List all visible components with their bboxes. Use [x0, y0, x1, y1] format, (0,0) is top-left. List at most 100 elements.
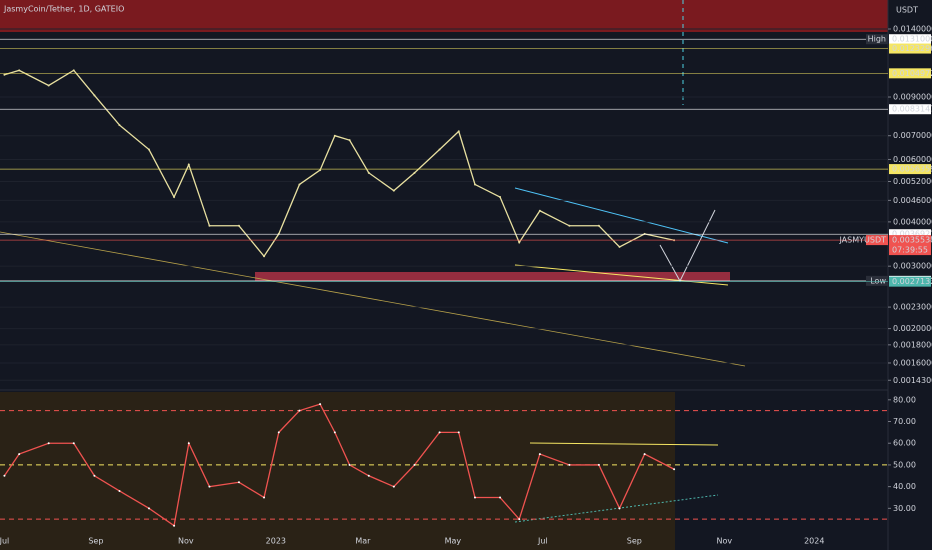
y-tick-label: 0.0030000 — [893, 262, 932, 271]
data-point — [208, 224, 211, 227]
data-point — [518, 241, 521, 244]
data-point — [568, 224, 571, 227]
price-label: 0.0131000 — [892, 35, 932, 44]
tag-label: JASMYUSDT — [838, 236, 886, 245]
data-point — [438, 148, 441, 151]
y-tick-label: 0.0023000 — [893, 303, 932, 312]
data-point — [499, 496, 502, 499]
y-tick-label: 0.0018000 — [893, 340, 932, 349]
y-tick-label: 0.0140000 — [893, 24, 932, 33]
price-label: 0.0036921 — [892, 230, 932, 239]
y-tick-label: 0.0090000 — [893, 93, 932, 102]
data-point — [597, 463, 600, 466]
data-point — [333, 134, 336, 137]
data-point — [457, 431, 460, 434]
data-point — [643, 453, 646, 456]
y-tick-label: 0.0052000 — [893, 177, 932, 186]
data-point — [147, 148, 150, 151]
data-point — [499, 196, 502, 199]
data-point — [237, 224, 240, 227]
y-tick-label: 0.0070000 — [893, 131, 932, 140]
y-tick-label: 0.0060000 — [893, 155, 932, 164]
tag-box — [866, 34, 888, 45]
x-tick-label: Mar — [355, 537, 371, 546]
data-point — [173, 196, 176, 199]
trend-line — [0, 231, 746, 367]
data-point — [348, 463, 351, 466]
data-point — [618, 507, 621, 510]
data-point — [518, 518, 521, 521]
y-tick-label: 0.0040000 — [893, 217, 932, 226]
x-tick-label: Nov — [716, 537, 732, 546]
data-point — [263, 496, 266, 499]
data-point — [392, 485, 395, 488]
data-point — [173, 524, 176, 527]
data-point — [568, 463, 571, 466]
data-point — [3, 73, 6, 76]
data-point — [319, 169, 322, 172]
x-tick-label: Jul — [537, 537, 548, 546]
data-point — [18, 69, 21, 72]
x-tick-label: Jul — [0, 537, 9, 546]
x-tick-label: Nov — [178, 537, 194, 546]
data-point — [72, 442, 75, 445]
countdown: 07:39:55 — [892, 246, 928, 255]
x-tick-label: 2023 — [266, 537, 286, 546]
data-point — [118, 489, 121, 492]
data-point — [457, 130, 460, 133]
data-point — [348, 139, 351, 142]
y-tick-label: 0.0020000 — [893, 324, 932, 333]
data-point — [47, 442, 50, 445]
data-point — [72, 69, 75, 72]
data-point — [93, 474, 96, 477]
data-point — [277, 431, 280, 434]
y-tick-label: 0.0016000 — [893, 358, 932, 367]
data-point — [3, 474, 6, 477]
price-label: 0.0035538 — [892, 236, 932, 245]
data-point — [473, 183, 476, 186]
price-box — [889, 43, 931, 54]
data-point — [263, 255, 266, 258]
data-point — [187, 163, 190, 166]
price-label: 0.0083147 — [892, 105, 932, 114]
price-box — [889, 164, 931, 175]
y-tick-label: 50.00 — [893, 460, 916, 469]
data-point — [538, 209, 541, 212]
x-tick-label: May — [445, 537, 462, 546]
y-tick-label: 0.0046000 — [893, 196, 932, 205]
tag-label: Low — [870, 276, 886, 285]
data-point — [538, 453, 541, 456]
x-tick-label: Sep — [88, 537, 103, 546]
currency: USDT — [896, 6, 918, 15]
data-point — [673, 468, 676, 471]
data-point — [392, 189, 395, 192]
data-point — [93, 94, 96, 97]
data-point — [618, 245, 621, 248]
rsi-trend-line — [529, 442, 719, 446]
support-zone — [255, 272, 730, 281]
price-label: 0.0104972 — [892, 69, 932, 78]
tag-box — [866, 275, 888, 286]
price-label: 0.0056359 — [892, 165, 932, 174]
symbol: JasmyCoin/Tether, 1D, GATEIO — [3, 5, 124, 14]
projection-arrow — [659, 209, 716, 283]
data-point — [118, 124, 121, 127]
price-box — [889, 235, 931, 256]
x-tick-label: Sep — [627, 537, 642, 546]
data-point — [413, 463, 416, 466]
price-label: 0.0123296 — [892, 44, 932, 53]
x-tick-label: 2024 — [804, 537, 824, 546]
data-point — [298, 183, 301, 186]
data-point — [597, 224, 600, 227]
y-tick-label: 80.00 — [893, 395, 916, 404]
y-tick-label: 60.00 — [893, 439, 916, 448]
y-tick-label: 0.0014300 — [893, 376, 932, 385]
resistance-zone — [0, 0, 888, 32]
price-box — [889, 34, 931, 45]
price-box — [889, 276, 931, 287]
data-point — [47, 84, 50, 87]
tag-label: High — [868, 35, 886, 44]
data-point — [367, 474, 370, 477]
data-point — [367, 171, 370, 174]
